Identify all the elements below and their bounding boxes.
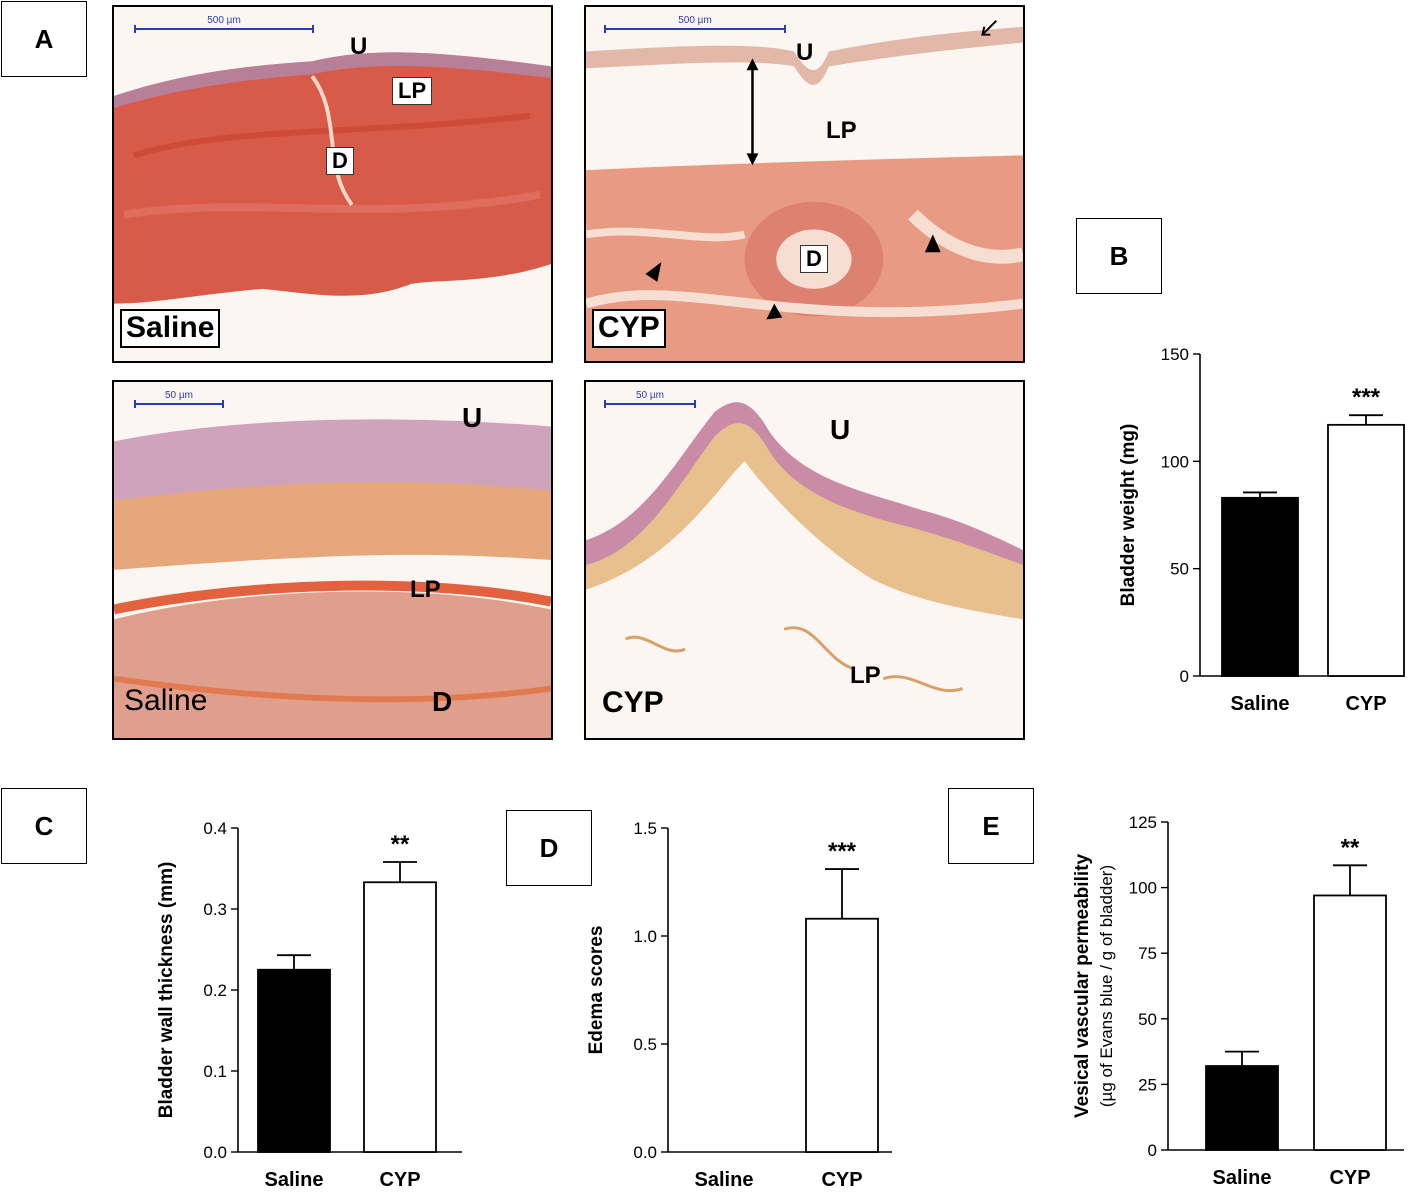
panel-label-c: C xyxy=(1,788,87,864)
y-tick-label: 0.1 xyxy=(203,1062,227,1081)
arrowhead-marker xyxy=(924,234,941,253)
panel-label-d: D xyxy=(506,810,592,886)
bar-cyp xyxy=(363,881,437,1153)
bar-saline xyxy=(1221,496,1299,677)
bar-cyp xyxy=(1313,894,1387,1151)
label-urothelium: U xyxy=(350,33,368,60)
label-urothelium: U xyxy=(462,402,483,433)
scale-bar-label: 50 µm xyxy=(636,390,664,401)
significance-marker: ** xyxy=(391,831,410,858)
y-tick-label: 100 xyxy=(1129,879,1157,898)
bar-cyp xyxy=(1327,423,1405,677)
y-tick-label: 50 xyxy=(1170,560,1189,579)
y-tick-label: 125 xyxy=(1129,813,1157,832)
significance-marker: *** xyxy=(1352,384,1381,411)
scale-bar-label: 500 µm xyxy=(207,15,241,26)
y-tick-label: 0.3 xyxy=(203,900,227,919)
scale-bar: 50 µm xyxy=(134,390,224,408)
condition-label: Saline xyxy=(124,684,208,717)
label-detrusor: D xyxy=(800,245,828,274)
significance-marker: ** xyxy=(1341,834,1360,861)
arrowhead-marker xyxy=(645,262,662,282)
x-tick-label: CYP xyxy=(1345,693,1386,715)
panel-label-e: E xyxy=(948,788,1034,864)
micrograph-cyp-low: 500 µm U LP D CYP xyxy=(584,5,1025,363)
bar-saline xyxy=(1205,1065,1279,1151)
tissue-image xyxy=(114,382,551,738)
x-tick-label: Saline xyxy=(265,1169,324,1191)
y-tick-label: 150 xyxy=(1161,345,1189,364)
scale-bar-label: 50 µm xyxy=(165,390,193,401)
y-tick-label: 1.5 xyxy=(633,819,657,838)
label-lamina-propria: LP xyxy=(850,662,881,689)
panel-label-b: B xyxy=(1076,218,1162,294)
scale-bar: 500 µm xyxy=(134,15,314,33)
label-lamina-propria: LP xyxy=(392,77,433,106)
tissue-image xyxy=(114,7,551,361)
y-axis-label: Vesical vascular permeability xyxy=(1072,854,1093,1118)
label-detrusor: D xyxy=(326,147,354,176)
y-tick-label: 1.0 xyxy=(633,927,657,946)
chart-bladder-wall-thickness: 0.0 0.1 0.2 0.3 0.4 Bladder wall thickness (m… xyxy=(138,818,468,1196)
arrow-marker xyxy=(981,20,997,36)
label-detrusor: D xyxy=(432,686,453,717)
micrograph-cyp-high: 50 µm U LP CYP xyxy=(584,380,1025,740)
y-tick-label: 0 xyxy=(1180,667,1189,686)
y-tick-label: 0.4 xyxy=(203,819,227,838)
y-tick-label: 0.5 xyxy=(633,1035,657,1054)
label-lamina-propria: LP xyxy=(410,576,441,603)
panel-label-a: A xyxy=(1,1,87,77)
x-tick-label: CYP xyxy=(821,1169,862,1191)
label-urothelium: U xyxy=(830,414,851,445)
scale-bar-label: 500 µm xyxy=(678,15,712,26)
chart-vascular-permeability: 0 25 50 75 100 125 Vesical vascular permeabili… xyxy=(1060,812,1410,1196)
x-tick-label: CYP xyxy=(379,1169,420,1191)
y-axis-label: Edema scores xyxy=(586,926,607,1055)
micrograph-saline-high: 50 µm U LP D Saline xyxy=(112,380,553,740)
y-tick-label: 75 xyxy=(1138,944,1157,963)
y-tick-label: 0.0 xyxy=(203,1143,227,1162)
y-tick-label: 100 xyxy=(1161,452,1189,471)
y-tick-label: 0 xyxy=(1148,1141,1157,1160)
y-tick-label: 25 xyxy=(1138,1075,1157,1094)
micrograph-saline-low: 500 µm U LP D Saline xyxy=(112,5,553,363)
chart-bladder-weight: 0 50 100 150 Bladder weight (mg) Saline *** CYP xyxy=(1100,340,1410,730)
x-tick-label: Saline xyxy=(1213,1167,1272,1189)
significance-marker: *** xyxy=(828,838,857,865)
label-lamina-propria: LP xyxy=(826,117,857,144)
chart-edema-scores: 0.0 0.5 1.0 1.5 Edema scores Saline *** CYP xyxy=(568,818,898,1196)
y-axis-label-secondary: (µg of Evans blue / g of bladder) xyxy=(1097,865,1116,1107)
x-tick-label: CYP xyxy=(1329,1167,1370,1189)
condition-label: CYP xyxy=(592,309,666,348)
scale-bar: 500 µm xyxy=(604,15,786,33)
condition-label: Saline xyxy=(120,309,221,348)
x-tick-label: Saline xyxy=(1231,693,1290,715)
y-tick-label: 0.2 xyxy=(203,981,227,1000)
condition-label: CYP xyxy=(602,686,664,719)
label-urothelium: U xyxy=(796,39,814,66)
bar-cyp xyxy=(805,917,879,1153)
y-tick-label: 0.0 xyxy=(633,1143,657,1162)
x-tick-label: Saline xyxy=(695,1169,754,1191)
scale-bar: 50 µm xyxy=(604,390,696,408)
bar-saline xyxy=(257,968,331,1153)
y-axis-label: Bladder weight (mg) xyxy=(1118,424,1139,607)
y-tick-label: 50 xyxy=(1138,1010,1157,1029)
tissue-image xyxy=(586,382,1023,738)
y-axis-label: Bladder wall thickness (mm) xyxy=(156,862,177,1119)
arrowhead-marker xyxy=(766,303,783,320)
